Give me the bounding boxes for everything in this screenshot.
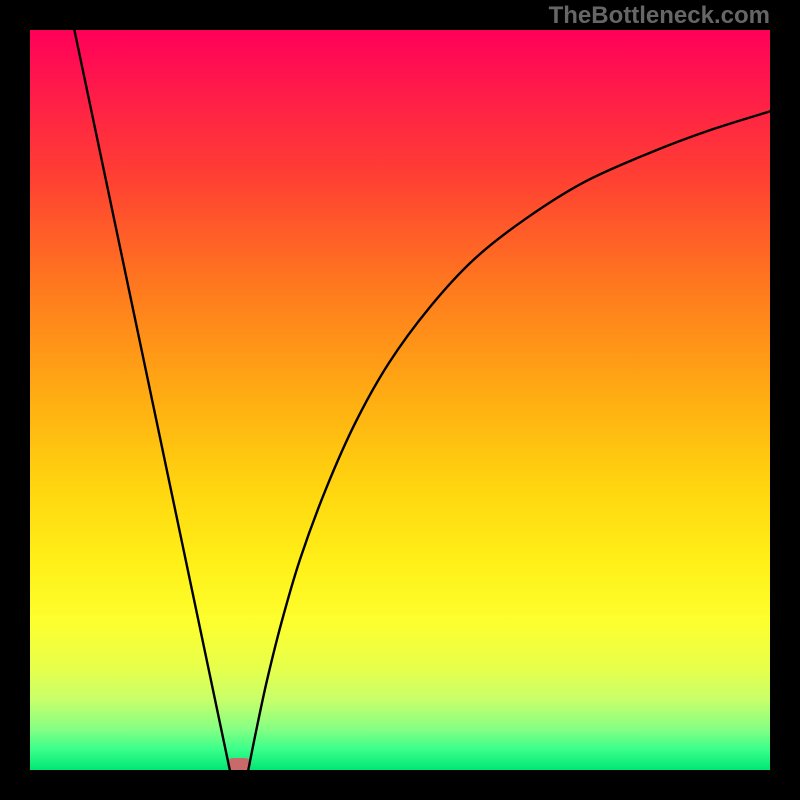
plot-area	[30, 30, 770, 770]
chart-canvas: TheBottleneck.com	[0, 0, 800, 800]
watermark-label: TheBottleneck.com	[549, 2, 770, 30]
background-gradient	[30, 30, 770, 770]
optimum-marker	[227, 758, 251, 771]
